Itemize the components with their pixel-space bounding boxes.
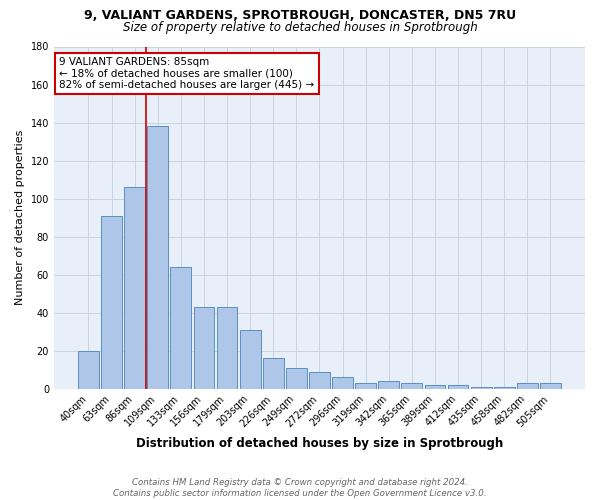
Bar (194, 307, 214, 389)
Bar (170, 267, 191, 389)
Bar (124, 187, 145, 389)
Bar (355, 383, 376, 389)
Text: Size of property relative to detached houses in Sprotbrough: Size of property relative to detached ho… (122, 21, 478, 34)
Bar (217, 307, 238, 389)
Bar (309, 372, 330, 389)
Bar (540, 383, 561, 389)
Bar (379, 381, 399, 389)
Bar (332, 378, 353, 389)
Text: 9 VALIANT GARDENS: 85sqm
← 18% of detached houses are smaller (100)
82% of semi-: 9 VALIANT GARDENS: 85sqm ← 18% of detach… (59, 57, 314, 90)
Bar (240, 330, 260, 389)
Bar (471, 387, 491, 389)
Bar (425, 385, 445, 389)
Bar (101, 216, 122, 389)
Text: Contains HM Land Registry data © Crown copyright and database right 2024.
Contai: Contains HM Land Registry data © Crown c… (113, 478, 487, 498)
Y-axis label: Number of detached properties: Number of detached properties (15, 130, 25, 306)
Bar (401, 383, 422, 389)
Bar (448, 385, 469, 389)
Bar (148, 126, 168, 389)
Bar (263, 358, 284, 389)
Bar (78, 351, 99, 389)
Bar (494, 387, 515, 389)
Text: 9, VALIANT GARDENS, SPROTBROUGH, DONCASTER, DN5 7RU: 9, VALIANT GARDENS, SPROTBROUGH, DONCAST… (84, 9, 516, 22)
Bar (517, 383, 538, 389)
Bar (286, 368, 307, 389)
X-axis label: Distribution of detached houses by size in Sprotbrough: Distribution of detached houses by size … (136, 437, 503, 450)
